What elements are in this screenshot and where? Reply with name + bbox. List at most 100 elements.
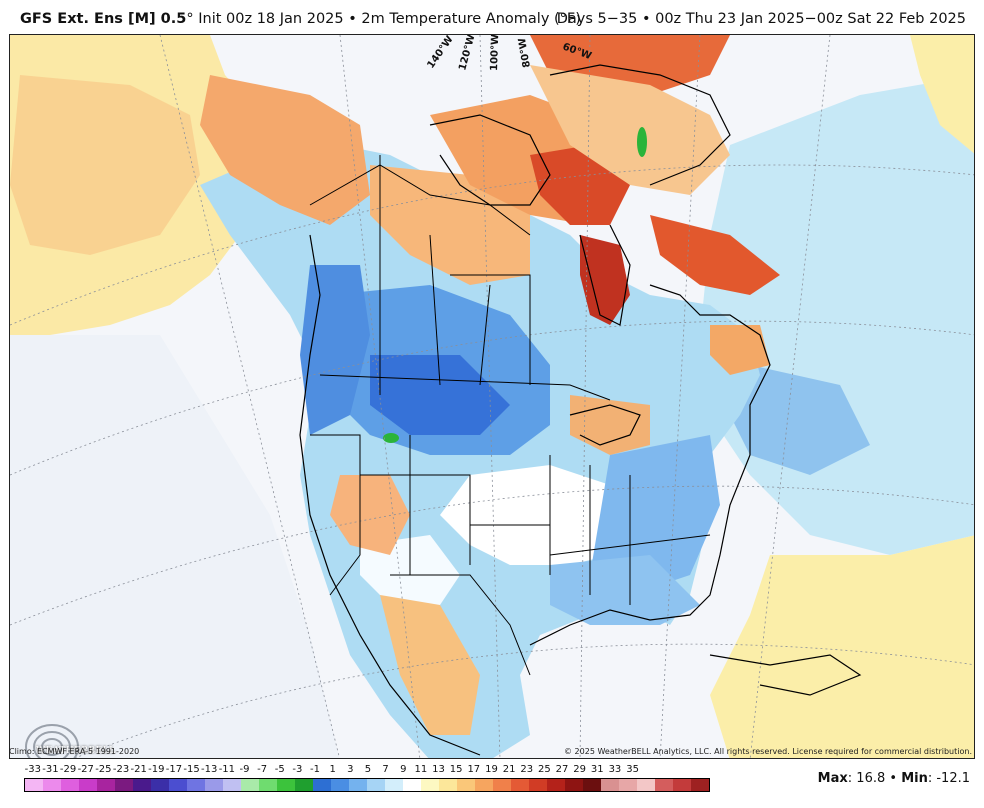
scale-swatch <box>331 779 349 791</box>
scale-label: -23 <box>112 764 130 775</box>
scale-swatch <box>61 779 79 791</box>
hudson-bay-hot <box>580 235 630 325</box>
scale-swatch <box>43 779 61 791</box>
southwest-warm <box>330 475 410 555</box>
scale-label: 3 <box>347 764 354 775</box>
header: GFS Ext. Ens [M] 0.5° Init 00z 18 Jan 20… <box>0 0 984 34</box>
scale-swatch <box>313 779 331 791</box>
scale-swatch <box>277 779 295 791</box>
scale-label: -25 <box>95 764 112 775</box>
scale-swatch <box>547 779 565 791</box>
graticule <box>10 35 974 758</box>
scale-label: -13 <box>201 764 218 775</box>
scale-swatch <box>79 779 97 791</box>
min-label: Min <box>901 771 928 786</box>
scale-label: 15 <box>449 764 463 775</box>
scale-label: -19 <box>148 764 165 775</box>
scale-label: -5 <box>274 764 285 775</box>
scale-swatch <box>439 779 457 791</box>
scale-label: 13 <box>432 764 445 775</box>
us-central-near-normal <box>440 465 630 565</box>
scale-label: -33 <box>24 764 41 775</box>
rockies-extreme-cold <box>383 433 399 443</box>
scale-labels: -33 -31 -29 -27 -25 -23 -21 -19 -17 -15 -13 -11 -9 -7… <box>14 764 704 778</box>
model-name: GFS Ext. Ens [M] 0.5 <box>20 11 187 27</box>
max-label: Max <box>817 771 848 786</box>
atlantic-warm-east <box>910 35 974 154</box>
mexico-warm <box>380 595 480 735</box>
atlantic-warm-south <box>710 535 974 758</box>
scale-label: -3 <box>292 764 303 775</box>
scale-swatch <box>637 779 655 791</box>
scale-label: 23 <box>520 764 534 775</box>
scale-bar <box>24 778 710 792</box>
scale-swatch <box>529 779 547 791</box>
min-max-stats: Max: 16.8 • Min: -12.1 <box>818 771 970 786</box>
scale-swatch <box>475 779 493 791</box>
east-us-cold <box>590 435 720 595</box>
scale-swatch <box>565 779 583 791</box>
scale-label: 35 <box>626 764 639 775</box>
lon-label-100w: 100°W <box>489 35 501 71</box>
scale-swatch <box>241 779 259 791</box>
scale-swatch <box>619 779 637 791</box>
scale-label: -15 <box>183 764 200 775</box>
greenland-extreme-cold <box>637 127 647 157</box>
copyright-note: © 2025 WeatherBELL Analytics, LLC. All r… <box>564 747 972 756</box>
scale-label: -27 <box>77 764 94 775</box>
scale-swatch <box>493 779 511 791</box>
scale-label: 11 <box>414 764 428 775</box>
run-info: Init 00z 18 Jan 2025 • 2m Temperature An… <box>193 11 581 27</box>
scale-label: -17 <box>165 764 183 775</box>
scale-swatch <box>385 779 403 791</box>
scale-label: 21 <box>502 764 516 775</box>
scale-label: -29 <box>59 764 77 775</box>
scale-label: -21 <box>130 764 147 775</box>
greenland-warm <box>530 65 730 195</box>
scale-label: -1 <box>310 764 321 775</box>
scale-swatch <box>169 779 187 791</box>
scale-swatch <box>151 779 169 791</box>
scale-swatch <box>511 779 529 791</box>
scale-swatch <box>583 779 601 791</box>
scale-label: 19 <box>485 764 498 775</box>
scale-label: -7 <box>257 764 268 775</box>
climo-note: Climo: ECMWF ERA-5 1991-2020 <box>9 747 140 756</box>
color-scale: -33 -31 -29 -27 -25 -23 -21 -19 -17 -15 -13 -11 -9 -7… <box>14 764 710 804</box>
scale-label: 7 <box>382 764 389 775</box>
scale-label: 25 <box>538 764 551 775</box>
political-borders <box>309 155 711 676</box>
stats-separator: • <box>885 771 902 786</box>
scale-swatch <box>349 779 367 791</box>
map-panel: 140°W 120°W 100°W 80°W 60°W WEATHERBELL <box>9 34 975 759</box>
scale-swatch <box>421 779 439 791</box>
scale-label: -9 <box>239 764 250 775</box>
degree-sign: ° <box>186 11 194 27</box>
scale-swatch <box>133 779 151 791</box>
scale-label: 9 <box>400 764 407 775</box>
scale-label: 1 <box>329 764 336 775</box>
scale-label: 29 <box>573 764 587 775</box>
prairie-cold-core <box>370 355 510 435</box>
maritimes-warm <box>710 325 770 375</box>
scale-swatch <box>367 779 385 791</box>
scale-label: 31 <box>590 764 604 775</box>
scale-label: 27 <box>555 764 569 775</box>
southeast-cold <box>550 555 700 625</box>
scale-swatch <box>655 779 673 791</box>
scale-swatch <box>601 779 619 791</box>
east-pacific-south <box>10 335 340 758</box>
scale-swatch <box>115 779 133 791</box>
scale-swatch <box>691 779 709 791</box>
scale-label: 17 <box>467 764 481 775</box>
scale-swatch <box>187 779 205 791</box>
scale-swatch <box>673 779 691 791</box>
temperature-anomaly-map: 140°W 120°W 100°W 80°W 60°W <box>10 35 974 758</box>
scale-label: 33 <box>608 764 622 775</box>
scale-swatch <box>295 779 313 791</box>
labrador-hot <box>650 215 780 295</box>
alaska-warm <box>200 75 370 225</box>
scale-swatch <box>223 779 241 791</box>
pacific-warm-core <box>10 75 200 255</box>
map-title: GFS Ext. Ens [M] 0.5° Init 00z 18 Jan 20… <box>20 11 581 27</box>
